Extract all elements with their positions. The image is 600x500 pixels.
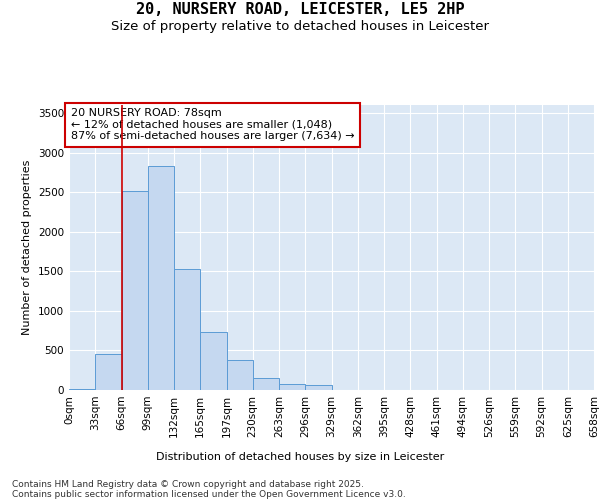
Bar [253,378,279,390]
Bar [200,332,227,390]
Bar [305,385,331,390]
Bar [174,269,200,390]
Bar [148,166,174,390]
Bar [121,190,148,390]
Bar [69,389,95,390]
Bar [227,360,253,390]
Text: 20 NURSERY ROAD: 78sqm
← 12% of detached houses are smaller (1,048)
87% of semi-: 20 NURSERY ROAD: 78sqm ← 12% of detached… [71,108,354,142]
Bar [279,384,305,390]
Text: Distribution of detached houses by size in Leicester: Distribution of detached houses by size … [156,452,444,462]
Bar [95,354,121,390]
Text: Contains HM Land Registry data © Crown copyright and database right 2025.
Contai: Contains HM Land Registry data © Crown c… [12,480,406,499]
Text: Size of property relative to detached houses in Leicester: Size of property relative to detached ho… [111,20,489,33]
Y-axis label: Number of detached properties: Number of detached properties [22,160,32,335]
Text: 20, NURSERY ROAD, LEICESTER, LE5 2HP: 20, NURSERY ROAD, LEICESTER, LE5 2HP [136,2,464,18]
